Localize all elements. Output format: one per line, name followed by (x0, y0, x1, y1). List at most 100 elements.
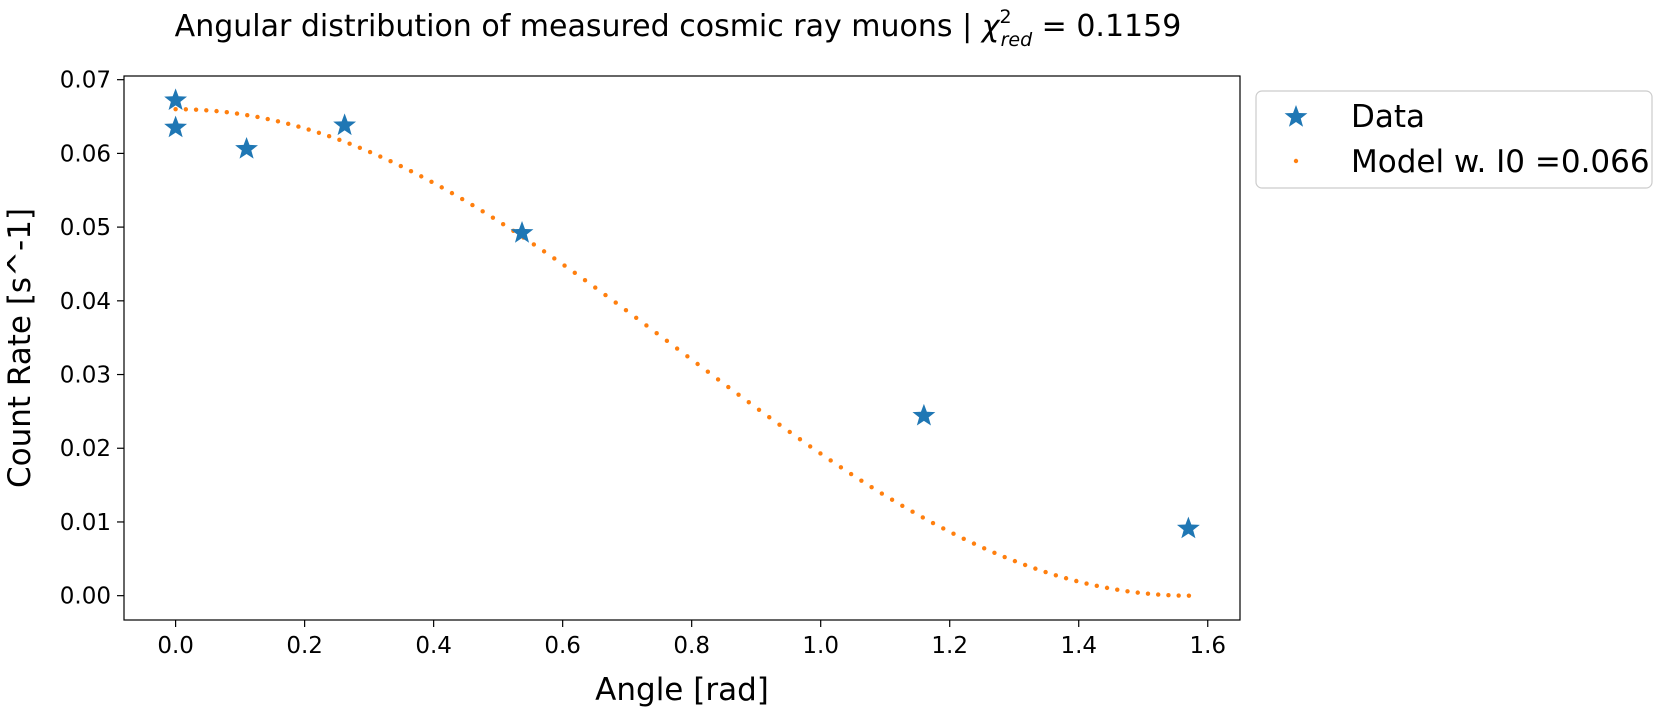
data-point (164, 115, 188, 138)
model-point (562, 263, 567, 268)
model-point (787, 429, 792, 435)
model-point (204, 108, 209, 113)
model-point (1135, 590, 1140, 595)
data-point (510, 221, 534, 243)
model-series (173, 106, 1192, 598)
model-point (695, 361, 700, 367)
model-point (245, 112, 250, 118)
data-point (912, 403, 936, 426)
y-tick-label: 0.00 (60, 584, 111, 610)
model-point (726, 384, 731, 390)
model-point (1094, 583, 1099, 589)
model-point (685, 354, 690, 359)
x-tick-label: 1.6 (1189, 633, 1226, 659)
model-point (941, 526, 946, 531)
data-point (235, 136, 258, 159)
x-tick-label: 0.6 (544, 633, 581, 659)
model-point (623, 307, 629, 313)
model-point (470, 202, 475, 208)
model-point (224, 110, 229, 115)
data-point (164, 88, 188, 111)
model-point (337, 137, 342, 143)
data-point (333, 113, 357, 136)
model-point (705, 369, 711, 374)
legend: Data Model w. I0 =0.066 (1255, 90, 1653, 189)
model-point (992, 550, 997, 555)
y-tick-label: 0.02 (60, 436, 111, 462)
x-tick-label: 1.2 (931, 633, 968, 659)
model-point (326, 134, 332, 139)
model-point (419, 174, 424, 179)
model-point (582, 278, 588, 283)
model-point (1084, 581, 1089, 586)
model-point (961, 536, 966, 541)
model-point (1012, 558, 1018, 564)
model-point (439, 185, 444, 190)
model-point (275, 119, 281, 124)
model-point (838, 465, 844, 470)
model-point (1074, 578, 1079, 584)
model-point (603, 292, 608, 298)
model-point (183, 107, 189, 112)
model-point (398, 163, 403, 169)
model-point (1022, 562, 1028, 568)
model-point (797, 437, 803, 442)
x-tick-label: 0.2 (286, 633, 323, 659)
model-point (1145, 591, 1151, 596)
model-point (255, 114, 260, 120)
model-point (408, 168, 414, 174)
model-point (193, 107, 199, 112)
model-point (1166, 592, 1171, 598)
model-point (808, 444, 813, 449)
model-point (715, 377, 721, 382)
legend-data-star-shape (1284, 105, 1308, 127)
title-chi-symbol: χ (980, 9, 1001, 44)
model-point (971, 541, 977, 546)
legend-model-dot-icon (1293, 158, 1299, 164)
model-point (388, 159, 393, 164)
x-tick-label: 0.8 (673, 633, 710, 659)
model-point (664, 338, 670, 344)
model-point (951, 531, 956, 536)
model-point (767, 415, 772, 420)
model-point (541, 249, 547, 254)
model-point (756, 407, 762, 412)
model-point (460, 196, 465, 202)
model-point (1125, 589, 1130, 594)
y-tick-label: 0.05 (60, 215, 111, 241)
model-point (818, 451, 823, 456)
data-series (164, 88, 1200, 539)
x-tick-label: 1.0 (802, 633, 839, 659)
title-chi-superscript: 2 (999, 6, 1011, 28)
legend-label-model: Model w. I0 =0.066 (1351, 144, 1650, 180)
model-point (746, 400, 751, 405)
model-point (286, 121, 291, 127)
model-point (357, 145, 363, 150)
y-tick-label: 0.01 (60, 510, 111, 536)
model-point (828, 458, 833, 463)
model-point (1033, 566, 1038, 571)
model-point (879, 491, 885, 496)
plot-area-frame (123, 75, 1241, 621)
model-point (1043, 569, 1048, 575)
chart-title: Angular distribution of measured cosmic … (175, 6, 1182, 51)
x-tick-label: 0.0 (157, 633, 194, 659)
model-point (613, 300, 618, 305)
model-point (982, 546, 987, 551)
y-axis-label: Count Rate [s^-1] (2, 208, 38, 488)
model-point (234, 111, 240, 116)
model-point (306, 127, 311, 132)
model-point (930, 520, 936, 526)
model-point (1176, 593, 1181, 598)
model-point (449, 190, 455, 196)
model-point (531, 242, 537, 247)
y-axis-ticks: 0.00 0.01 0.02 0.03 0.04 0.05 0.06 0.07 (60, 68, 124, 610)
title-chi-subscript: red (1001, 29, 1034, 51)
data-point (1176, 516, 1200, 539)
model-point (736, 392, 741, 397)
model-point (552, 256, 557, 261)
model-point (777, 422, 782, 427)
model-point (1053, 573, 1059, 578)
x-axis-ticks: 0.0 0.2 0.4 0.6 0.8 1.0 1.2 1.4 1.6 (157, 620, 1226, 659)
